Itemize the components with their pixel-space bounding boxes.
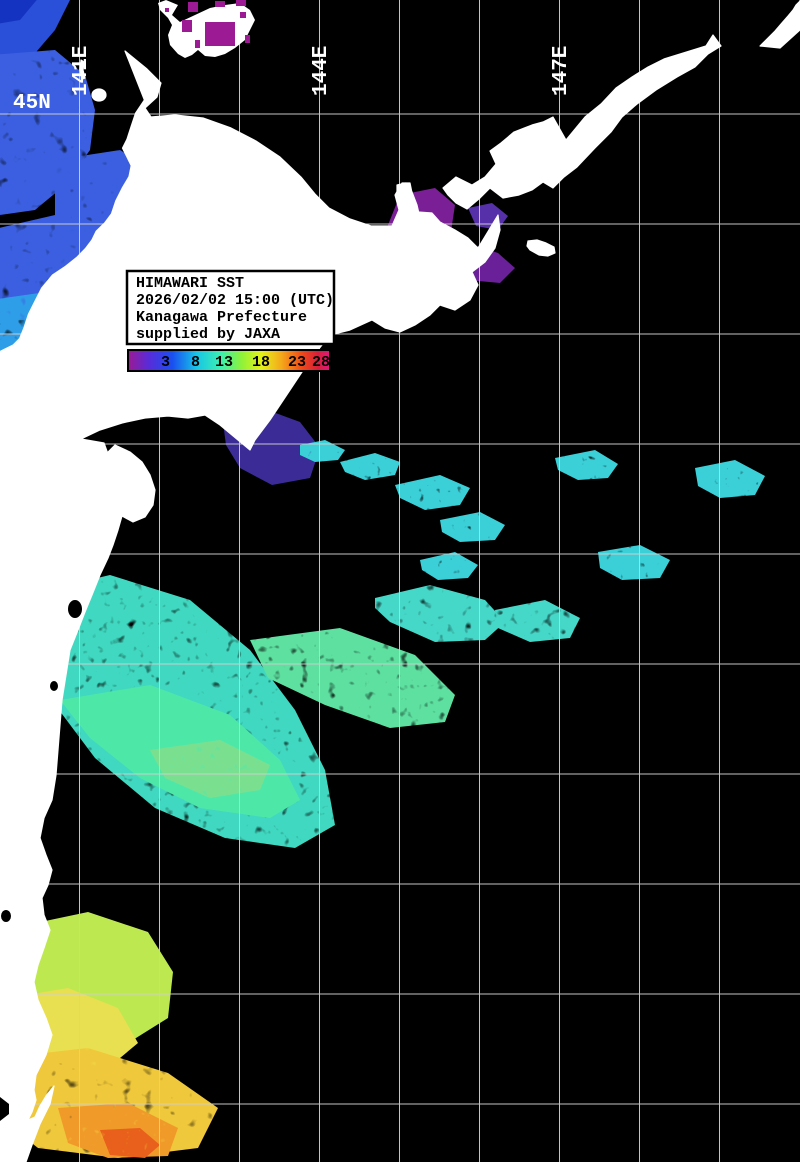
svg-text:2026/02/02 15:00 (UTC): 2026/02/02 15:00 (UTC) bbox=[136, 292, 334, 309]
svg-text:147E: 147E bbox=[550, 46, 573, 96]
svg-text:13: 13 bbox=[215, 354, 233, 371]
svg-text:23: 23 bbox=[288, 354, 306, 371]
svg-text:3: 3 bbox=[161, 354, 170, 371]
svg-text:supplied by JAXA: supplied by JAXA bbox=[136, 326, 280, 343]
svg-text:28: 28 bbox=[312, 354, 330, 371]
svg-text:HIMAWARI SST: HIMAWARI SST bbox=[136, 275, 244, 292]
svg-text:45N: 45N bbox=[13, 92, 51, 115]
svg-text:141E: 141E bbox=[70, 46, 93, 96]
svg-text:18: 18 bbox=[252, 354, 270, 371]
svg-text:8: 8 bbox=[191, 354, 200, 371]
svg-text:144E: 144E bbox=[310, 46, 333, 96]
svg-text:Kanagawa Prefecture: Kanagawa Prefecture bbox=[136, 309, 307, 326]
